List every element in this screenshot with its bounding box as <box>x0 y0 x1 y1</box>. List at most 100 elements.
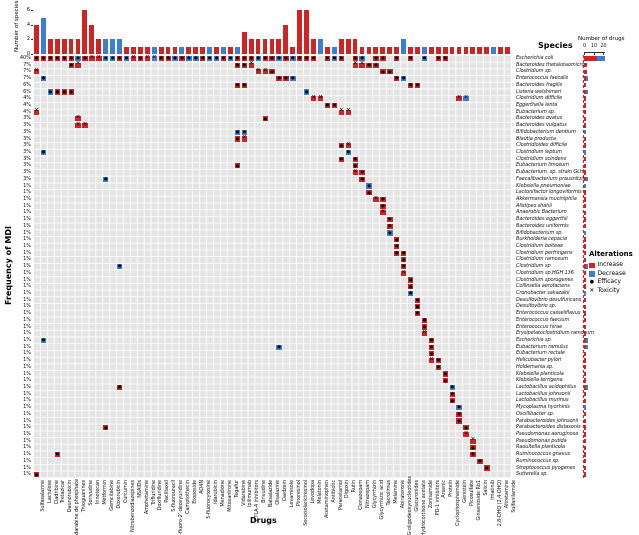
drug-label-Levodopa: Levodopa <box>309 480 316 504</box>
drug-label-Glucuronides: Glucuronides <box>413 480 420 512</box>
species-bar-red-6 <box>584 89 586 95</box>
heat-cell-r37-c56: ● <box>414 297 421 303</box>
efficacy-dot-icon: ● <box>55 55 60 61</box>
species-name-50: Lactobacillus acidophilus <box>516 384 576 390</box>
efficacy-dot-icon: ● <box>104 55 108 61</box>
heat-cell-r7-c42: ✕ <box>317 94 324 102</box>
heat-cell-r33-c54: ✕ <box>401 270 407 276</box>
species-bar-blue-50 <box>585 385 588 390</box>
efficacy-dot-icon: ● <box>263 55 267 61</box>
heat-cell-r34-c55: ● <box>407 276 414 283</box>
species-bar-red-44 <box>584 344 586 350</box>
heat-cell-r1-c45: ● <box>338 56 345 61</box>
species-bar-red-30 <box>584 250 586 256</box>
species-name-23: Alistipes shahii <box>516 202 552 209</box>
drug-label-Nitrobenzodiazepines: Nitrobenzodiazepines <box>129 480 136 532</box>
species-name-48: Klebsiella planticola <box>516 370 564 377</box>
frequency-label-row31: 1% <box>23 256 31 263</box>
top-bar-Glucuronides <box>408 46 413 54</box>
heat-cell-r2-c32: ✕ <box>248 61 254 68</box>
species-name-45: Eubacterium rectale <box>516 350 565 357</box>
drug-label-Nitrazepam: Nitrazepam <box>365 480 372 509</box>
heat-cell-r1-c18: ✕ <box>151 55 157 61</box>
species-name-34: Clostridium sporogenes <box>516 276 573 283</box>
top-bar-Secoisolariciresinol <box>297 10 303 54</box>
drug-label-Amphetamine: Amphetamine <box>143 480 150 515</box>
efficacy-dot-icon: ● <box>381 196 385 202</box>
frequency-label-row3: 7% <box>23 68 31 75</box>
frequency-label-row56: 1% <box>23 424 31 431</box>
top-bar-Pinoresinol <box>290 46 296 54</box>
frequency-label-row17: 3% <box>23 162 31 169</box>
species-name-43: Escherichia sp. <box>516 337 553 343</box>
efficacy-dot-icon: ● <box>422 55 427 61</box>
frequency-label-row7: 4% <box>23 95 31 102</box>
species-bar-red-9 <box>584 109 586 115</box>
frequency-label-row22: 1% <box>23 196 31 202</box>
top-bar-Picosulfate <box>463 46 469 54</box>
heat-cell-r1-c48: ● <box>359 56 365 61</box>
drug-label-Glycyrrhizin: Glycyrrhizin <box>372 480 379 509</box>
heat-cell-r29-c53: ● <box>394 244 400 249</box>
efficacy-dot-icon: ● <box>457 404 461 410</box>
efficacy-dot-icon: ● <box>242 62 247 68</box>
toxicity-x-icon: ✕ <box>131 54 136 61</box>
efficacy-dot-icon: ● <box>41 149 46 155</box>
frequency-label-row8: 4% <box>23 102 31 108</box>
toxicity-x-icon: ✕ <box>463 430 469 437</box>
heat-cell-r4-c54: ● <box>401 76 407 82</box>
toxicity-x-icon: ✕ <box>345 108 351 115</box>
heat-cell-r1-c10: ✕ <box>96 55 102 61</box>
frequency-label-row29: 1% <box>23 243 31 249</box>
frequency-label-row26: 1% <box>23 222 31 229</box>
nd-tick-0: 0 <box>582 44 587 49</box>
frequency-label-row46: 1% <box>23 357 31 364</box>
heat-cell-r15-c46: ● <box>345 150 351 155</box>
efficacy-dot-icon: ● <box>408 276 413 282</box>
heat-cell-r14-c46: ✕ <box>345 142 351 149</box>
species-name-15: Clostridium leptum <box>516 149 562 155</box>
species-bar-red-25 <box>584 217 586 222</box>
heat-cell-r7-c41: ✕ <box>311 95 317 102</box>
toxicity-x-icon: ✕ <box>75 61 81 68</box>
drug-label-Glycyrrhizic acid: Glycyrrhizic acid <box>379 480 386 520</box>
efficacy-dot-icon: ● <box>374 55 378 61</box>
species-bar-red-31 <box>584 257 586 263</box>
species-bar-red-34 <box>584 277 586 283</box>
toxicity-x-icon: ✕ <box>89 54 95 61</box>
heat-cell-r43-c2: ● <box>40 338 47 343</box>
heat-cell-r55-c62: ● <box>456 418 462 424</box>
frequency-label-row53: 1% <box>23 404 31 411</box>
heat-cell-r12-c31: ● <box>241 129 248 135</box>
species-bar-red-3 <box>584 69 587 75</box>
species-name-1: Escherichia coli <box>516 55 554 61</box>
heat-cell-r1-c27: ● <box>214 56 220 61</box>
top-axis-tickmark-2 <box>31 39 33 41</box>
efficacy-dot-icon: ● <box>117 55 122 61</box>
dashed-reference-line <box>583 55 584 478</box>
species-name-24: Anaerobic Bacterium <box>516 209 567 216</box>
species-bar-red-61 <box>584 458 586 464</box>
efficacy-dot-icon: ● <box>394 236 399 242</box>
toxicity-x-icon: ✕ <box>145 54 150 61</box>
drug-label-Levamisole: Levamisole <box>289 480 296 508</box>
species-name-37: Desulfovibrio desulfuricans <box>516 296 582 303</box>
drug-label-Abiraterone: Abiraterone <box>399 480 406 509</box>
heat-cell-r4-c2: ● <box>40 76 47 82</box>
toxicity-x-icon: ✕ <box>318 94 323 101</box>
heat-cell-r6-c6: ● <box>68 89 74 95</box>
toxicity-x-icon: ✕ <box>380 208 386 215</box>
efficacy-dot-icon: ● <box>381 55 385 61</box>
heat-cell-r2-c6: ● <box>68 62 74 68</box>
heat-cell-r58-c64: ✕ <box>470 437 476 444</box>
species-name-46: Helicobacter pylori <box>516 357 562 364</box>
species-bar-red-7 <box>584 96 586 101</box>
heat-cell-r40-c57: ● <box>421 317 428 323</box>
top-bar-Thioguanines <box>75 39 81 54</box>
top-bar-Doxifluridine <box>151 46 157 54</box>
heat-cell-r1-c26: ● <box>207 56 213 61</box>
species-bar-red-48 <box>584 371 586 377</box>
species-bar-red-33 <box>584 270 586 276</box>
heat-cell-r1-c8: ● <box>82 56 88 61</box>
frequency-label-row37: 1% <box>23 296 31 303</box>
